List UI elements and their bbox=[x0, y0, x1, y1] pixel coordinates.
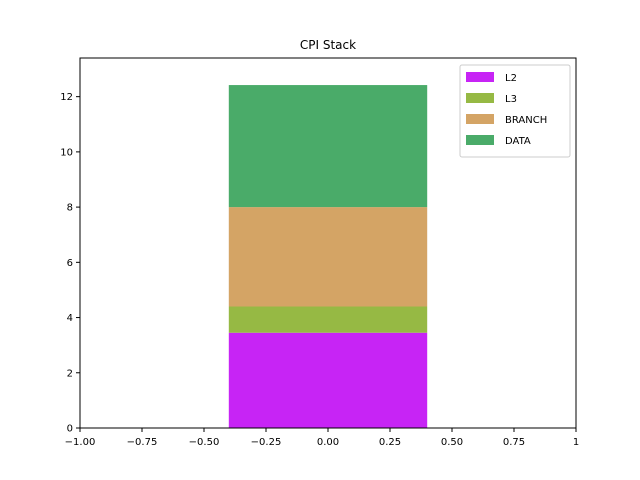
x-tick-label: −0.50 bbox=[189, 437, 220, 448]
x-tick-label: −1.00 bbox=[65, 437, 96, 448]
y-tick-label: 10 bbox=[60, 147, 73, 158]
y-tick-label: 8 bbox=[67, 203, 73, 214]
x-tick-label: 0.00 bbox=[317, 437, 339, 448]
x-tick-label: 0.25 bbox=[379, 437, 401, 448]
y-tick-label: 6 bbox=[67, 258, 73, 269]
y-tick-label: 4 bbox=[67, 313, 73, 324]
y-axis: 0 2 4 6 8 10 12 bbox=[60, 92, 80, 435]
bar-stack bbox=[228, 85, 428, 428]
legend-label-l2: L2 bbox=[505, 73, 517, 84]
bar-segment-l3 bbox=[228, 306, 428, 333]
y-tick-label: 12 bbox=[60, 92, 73, 103]
y-tick-label: 2 bbox=[67, 368, 73, 379]
legend-swatch-l2 bbox=[466, 72, 494, 82]
x-tick-label: 0.75 bbox=[503, 437, 525, 448]
x-axis: −1.00 −0.75 −0.50 −0.25 0.00 0.25 0.50 0.75 1 bbox=[65, 428, 579, 448]
x-tick-label: −0.25 bbox=[251, 437, 282, 448]
legend-box bbox=[459, 64, 571, 158]
bar-segment-data bbox=[228, 85, 428, 208]
legend-swatch-branch bbox=[466, 114, 494, 124]
legend-label-data: DATA bbox=[505, 136, 531, 147]
legend[interactable]: L2 L3 BRANCH DATA bbox=[459, 64, 571, 158]
x-tick-label: 1 bbox=[573, 437, 579, 448]
chart-title: CPI Stack bbox=[300, 38, 356, 52]
legend-label-l3: L3 bbox=[505, 94, 517, 105]
x-tick-label: 0.50 bbox=[441, 437, 463, 448]
legend-swatch-l3 bbox=[466, 93, 494, 103]
x-tick-label: −0.75 bbox=[127, 437, 158, 448]
bar-segment-branch bbox=[228, 207, 428, 307]
legend-label-branch: BRANCH bbox=[505, 115, 547, 126]
y-tick-label: 0 bbox=[67, 424, 73, 435]
legend-swatch-data bbox=[466, 135, 494, 145]
bar-segment-l2 bbox=[228, 332, 428, 428]
